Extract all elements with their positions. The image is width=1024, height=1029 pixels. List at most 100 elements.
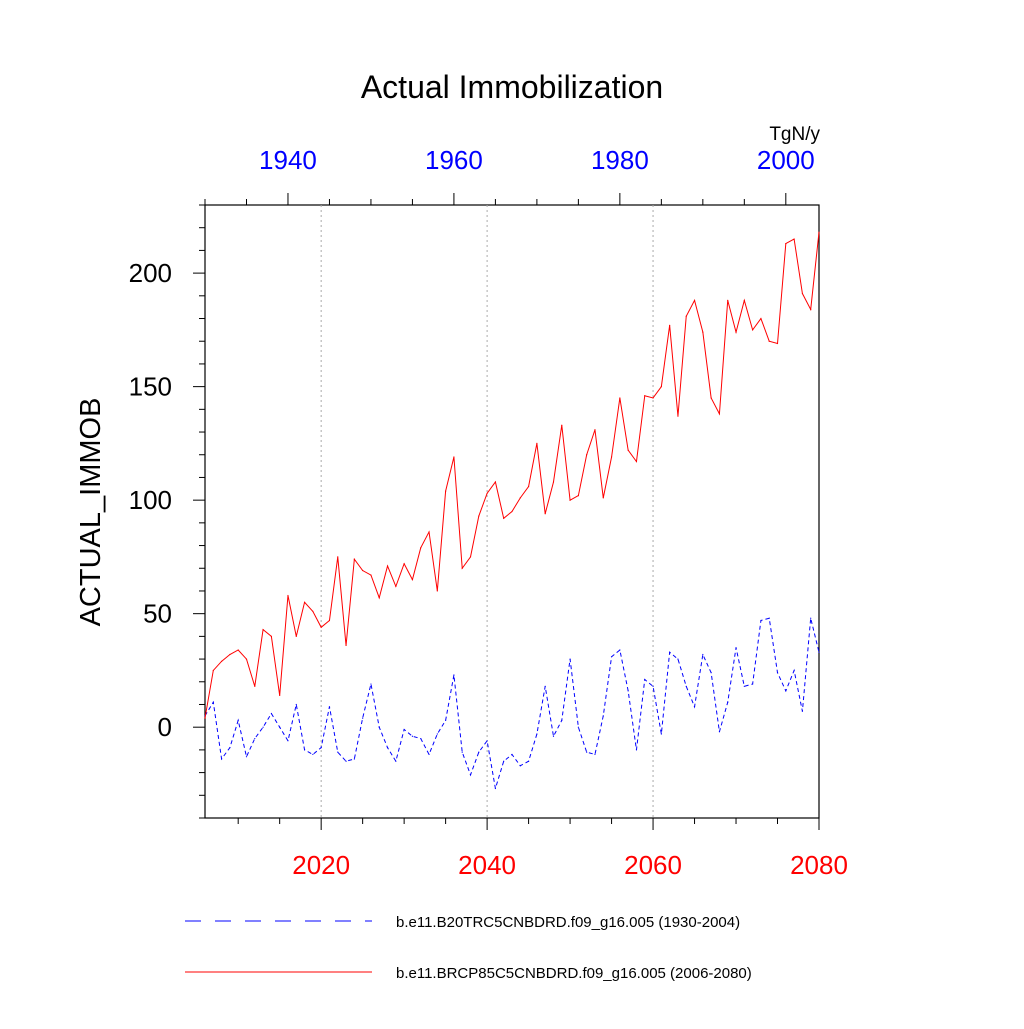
data-point <box>237 649 239 651</box>
data-point <box>577 726 579 728</box>
data-point <box>610 656 613 658</box>
data-point <box>445 490 447 492</box>
data-point <box>453 456 455 458</box>
data-point <box>287 740 289 742</box>
data-point <box>693 706 696 708</box>
data-point <box>428 753 430 756</box>
data-point <box>669 324 671 326</box>
data-point <box>793 669 795 672</box>
data-point <box>785 243 787 245</box>
data-point <box>270 635 272 637</box>
data-point <box>727 701 729 703</box>
data-point <box>328 706 331 708</box>
data-point <box>370 683 372 685</box>
data-point <box>478 515 480 517</box>
data-point <box>212 669 214 672</box>
data-point <box>569 658 571 660</box>
data-point <box>760 317 762 320</box>
data-point <box>718 413 721 415</box>
data-point <box>669 651 671 653</box>
data-point <box>660 386 662 388</box>
data-point <box>411 579 414 581</box>
x-top-tick-label: 1940 <box>259 145 317 175</box>
data-point <box>677 658 679 660</box>
data-point <box>702 653 704 656</box>
grid-layer <box>320 205 654 818</box>
data-point <box>594 429 596 431</box>
data-point <box>320 747 322 749</box>
data-point <box>561 424 563 426</box>
data-point <box>619 397 621 399</box>
data-point <box>353 758 355 760</box>
data-point <box>743 685 745 687</box>
series-points-0 <box>204 617 820 790</box>
data-point <box>635 749 638 751</box>
data-point <box>519 765 521 767</box>
data-point <box>370 574 372 576</box>
data-point <box>552 735 555 737</box>
data-point <box>220 758 223 760</box>
data-point <box>486 492 488 494</box>
data-point <box>503 517 505 519</box>
y-tick-label: 200 <box>129 258 172 288</box>
data-point <box>511 753 513 756</box>
legend-label-1: b.e11.BRCP85C5CNBDRD.f09_g16.005 (2006-2… <box>396 965 752 982</box>
data-point <box>362 717 364 719</box>
data-point <box>627 690 629 692</box>
data-point <box>287 594 289 597</box>
data-point <box>494 787 497 790</box>
data-point <box>229 653 231 656</box>
data-point <box>527 485 530 488</box>
series-points-1 <box>204 231 820 719</box>
data-point <box>752 329 754 331</box>
data-point <box>445 719 447 721</box>
data-point <box>295 703 297 706</box>
data-point <box>386 565 389 567</box>
data-point <box>469 556 472 558</box>
legend-label-0: b.e11.B20TRC5CNBDRD.f09_g16.005 (1930-20… <box>396 914 740 931</box>
data-point <box>436 590 438 592</box>
data-point <box>403 728 405 731</box>
data-point <box>710 672 712 674</box>
data-point <box>262 726 264 728</box>
data-point <box>793 238 795 240</box>
data-point <box>320 626 322 628</box>
data-point <box>586 751 588 753</box>
data-point <box>420 547 422 549</box>
data-point <box>801 292 804 295</box>
data-point <box>494 481 497 483</box>
data-point <box>693 299 696 301</box>
data-point <box>561 719 563 721</box>
x-top-tick-label: 1960 <box>425 145 483 175</box>
data-point <box>743 299 745 301</box>
data-point <box>378 726 380 728</box>
data-point <box>312 610 314 613</box>
data-point <box>254 737 256 740</box>
y-tick-label: 0 <box>158 712 172 742</box>
y-tick-label: 50 <box>143 599 172 629</box>
data-point <box>270 712 272 715</box>
data-point <box>204 717 206 719</box>
data-point <box>245 658 248 660</box>
data-point <box>461 567 463 569</box>
y-tick-label: 100 <box>129 485 172 515</box>
data-point <box>702 331 704 333</box>
data-point <box>486 740 488 742</box>
data-point <box>644 678 646 681</box>
data-point <box>544 513 546 515</box>
data-point <box>453 674 455 676</box>
series-line-1 <box>204 232 820 719</box>
data-point <box>245 756 248 758</box>
data-point <box>345 760 347 762</box>
data-point <box>594 753 596 756</box>
data-point <box>303 601 306 603</box>
data-point <box>735 647 737 649</box>
y-tick-label: 150 <box>129 372 172 402</box>
y-axis-label: ACTUAL_IMMOB <box>75 398 107 627</box>
data-point <box>345 644 347 647</box>
data-point <box>337 751 339 753</box>
x-bottom-tick-label: 2060 <box>624 850 682 880</box>
data-point <box>810 308 812 311</box>
data-point <box>279 694 281 697</box>
